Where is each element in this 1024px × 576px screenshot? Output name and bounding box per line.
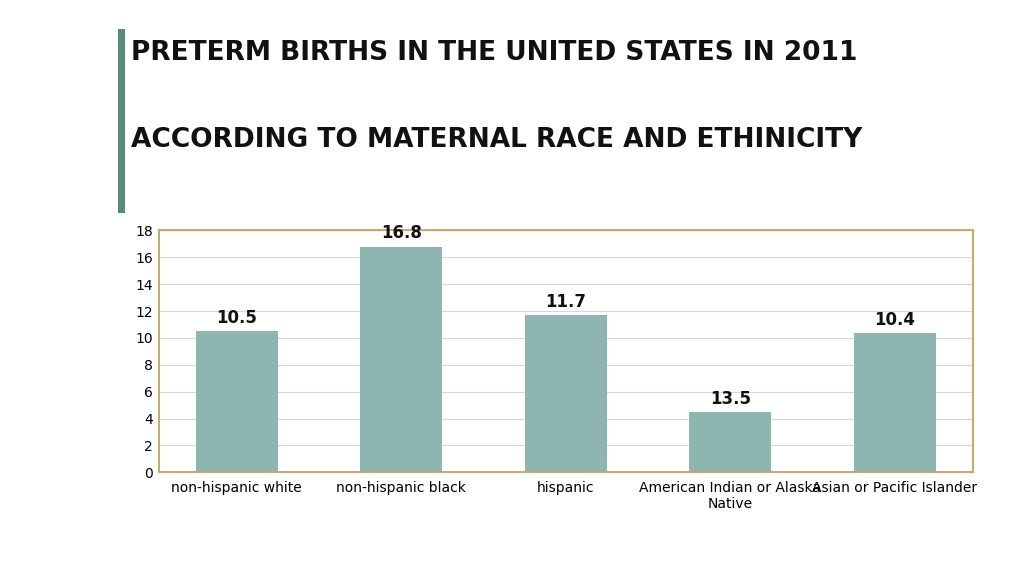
- Text: 16.8: 16.8: [381, 225, 422, 242]
- Text: 10.4: 10.4: [874, 310, 915, 328]
- Text: 11.7: 11.7: [545, 293, 587, 311]
- Bar: [360, 247, 442, 472]
- Bar: [854, 332, 936, 472]
- Text: PRETERM BIRTHS IN THE UNITED STATES IN 2011: PRETERM BIRTHS IN THE UNITED STATES IN 2…: [131, 40, 857, 66]
- Text: 13.5: 13.5: [710, 390, 751, 408]
- Text: ACCORDING TO MATERNAL RACE AND ETHINICITY: ACCORDING TO MATERNAL RACE AND ETHINICIT…: [131, 127, 862, 153]
- Bar: [524, 315, 607, 472]
- Bar: [196, 331, 278, 472]
- Bar: [689, 412, 771, 472]
- Text: 10.5: 10.5: [216, 309, 257, 327]
